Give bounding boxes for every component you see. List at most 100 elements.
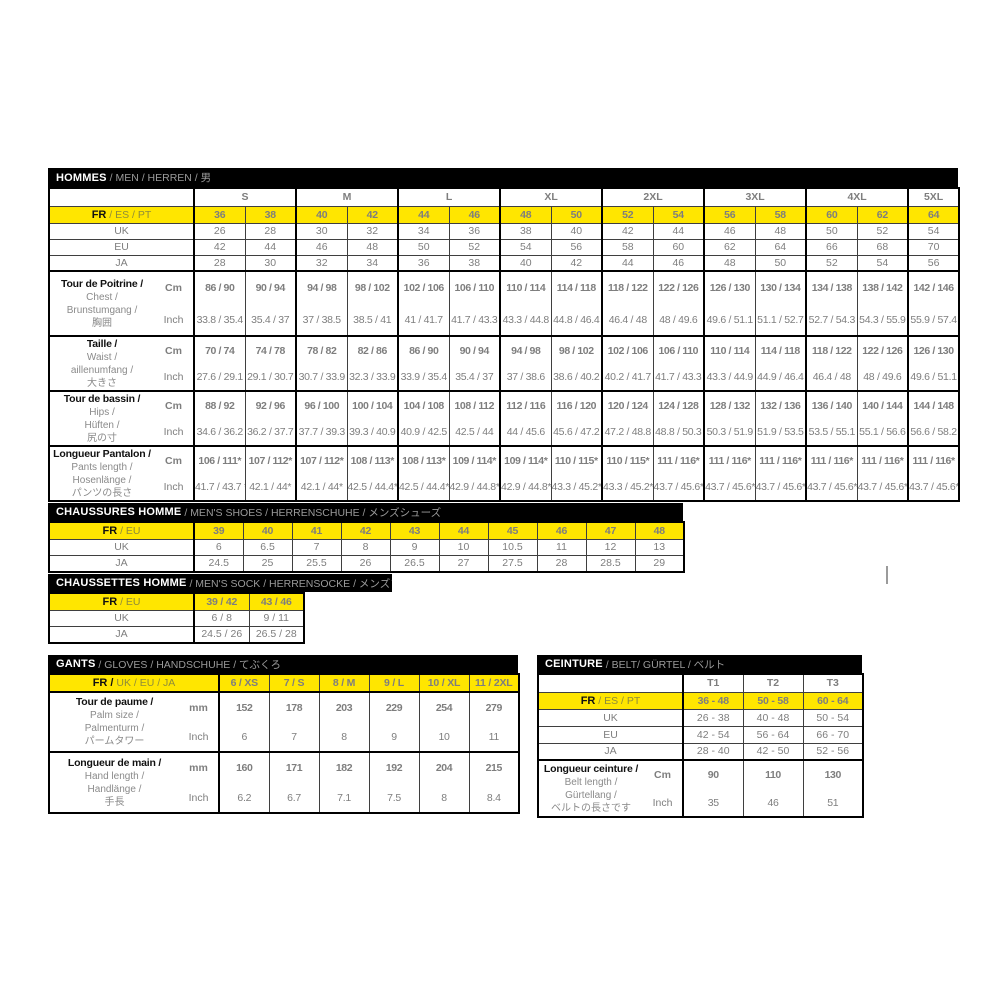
measure-value-top: 106 / 110 [448, 270, 501, 304]
size-value: 50 [397, 238, 450, 256]
size-value: 41 [291, 521, 342, 540]
measure-label: Tour de paume / Palm size / Palmenturm / パー… [48, 691, 179, 753]
measure-value-bottom: 51.9 / 53.5 [754, 419, 807, 447]
measure-value-top: 102 / 106 [397, 270, 450, 304]
shoes-size-section: CHAUSSURES HOMME / MEN'S SHOES / HERRENS… [48, 503, 685, 573]
measure-value-top: 142 / 146 [907, 270, 960, 304]
unit-label: Inch [154, 474, 195, 502]
measure-value-top: 100 / 104 [346, 390, 399, 419]
size-value: 44 [601, 254, 654, 272]
measure-value-top: 109 / 114* [448, 445, 501, 474]
measure-label-line: 大きさ [87, 377, 117, 389]
measure-value-top: 111 / 116* [652, 445, 705, 474]
measure-value-bottom: 9 [368, 723, 420, 753]
measure-value-bottom: 41.7 / 43.7 * [193, 474, 246, 502]
size-value: 30 [295, 222, 348, 240]
unit-label: Inch [643, 789, 684, 818]
socks-title-rest: / MEN'S SOCK / HERRENSOCKE / メンズソックス [189, 577, 392, 590]
measure-label: Tour de Poitrine / Chest / Brunstumgang / 胸… [48, 270, 154, 337]
size-group-header: L [397, 187, 501, 207]
measure-value-top: 96 / 100 [295, 390, 348, 419]
measure-value-bottom: 37.7 / 39.3 [295, 419, 348, 447]
measure-label: Taille / Waist / aillenumfang / 大きさ [48, 335, 154, 392]
measure-label-line: Pants length / [71, 461, 133, 473]
measure-value-bottom: 55.1 / 56.6 [856, 419, 909, 447]
size-value: 9 / 11 [248, 609, 305, 627]
measure-label-line: 胸囲 [92, 317, 112, 329]
unit-label: Inch [154, 304, 195, 337]
region-code-bold: FR [580, 694, 596, 707]
size-value: 32 [346, 222, 399, 240]
size-value: 54 [907, 222, 960, 240]
size-value: 44 [397, 205, 450, 224]
size-value: 70 [907, 238, 960, 256]
unit-label: Cm [154, 390, 195, 419]
measure-value-top: 136 / 140 [805, 390, 858, 419]
measure-value-top: 126 / 130 [703, 270, 756, 304]
measure-value-bottom: 42.5 / 44.4* [346, 474, 399, 502]
measure-value-top: 92 / 96 [244, 390, 297, 419]
measure-value-bottom: 43.7 / 45.6* [856, 474, 909, 502]
measure-value-bottom: 41 / 41.7 [397, 304, 450, 337]
measure-value-top: 106 / 110 [652, 335, 705, 364]
measure-label-line: Palm size / [90, 710, 139, 721]
measure-value-bottom: 43.3 / 45.2* [550, 474, 603, 502]
measure-value-bottom: 32.3 / 33.9 [346, 364, 399, 392]
measure-value-top: 106 / 111* [193, 445, 246, 474]
measure-value-top: 94 / 98 [499, 335, 552, 364]
unit-label: Inch [179, 783, 220, 814]
measure-value-top: 104 / 108 [397, 390, 450, 419]
measure-value-bottom: 40.9 / 42.5 [397, 419, 450, 447]
measure-label-line: パンツの長さ [71, 487, 133, 499]
size-value: 27 [438, 554, 489, 573]
size-value: 6.5 [242, 538, 293, 556]
measure-value-bottom: 35 [682, 789, 744, 818]
measure-value-top: 110 / 115* [550, 445, 603, 474]
region-code-bold: FR [102, 595, 118, 608]
measure-value-top: 122 / 126 [652, 270, 705, 304]
measure-value-bottom: 48 / 49.6 [652, 304, 705, 337]
size-value: 50 - 58 [742, 691, 804, 710]
measure-value-bottom: 7.5 [368, 783, 420, 814]
measure-label-line: 尻の寸 [87, 432, 117, 444]
measure-value-bottom: 41.7 / 43.3 [448, 304, 501, 337]
measure-label-line: Gürtellang / [565, 789, 617, 801]
region-row-label: EU [537, 725, 684, 744]
size-value: 56 - 64 [742, 725, 804, 744]
measure-value-bottom: 55.9 / 57.4 [907, 304, 960, 337]
size-value: 26.5 [389, 554, 440, 573]
measure-value-bottom: 42.1 / 44* [295, 474, 348, 502]
size-value: 10 [438, 538, 489, 556]
size-value: 50 [754, 254, 807, 272]
size-value: 46 [652, 254, 705, 272]
measure-label-line: Hüften / [84, 419, 120, 431]
measure-value-bottom: 7 [268, 723, 320, 753]
unit-label: Cm [643, 759, 684, 789]
size-value: 26 - 38 [682, 708, 744, 727]
measure-value-top: 112 / 116 [499, 390, 552, 419]
belt-size-table: T1 T2 T3 FR / ES / PT 36 - 48 50 - 58 60 - 64 U… [537, 673, 864, 818]
measure-label-line: Hips / [89, 406, 115, 418]
region-code-bold: FR [91, 208, 107, 221]
size-value: 64 [754, 238, 807, 256]
size-value: 52 - 56 [802, 742, 864, 761]
measure-value-top: 178 [268, 691, 320, 723]
size-value: 44 [438, 521, 489, 540]
measure-value-top: 128 / 132 [703, 390, 756, 419]
size-value: 36 - 48 [682, 691, 744, 710]
size-value: 38 [499, 222, 552, 240]
belt-title-bar: CEINTURE / BELT/ GÜRTEL / ベルト [537, 655, 862, 673]
region-row-label: JA [48, 554, 195, 573]
size-value: 66 - 70 [802, 725, 864, 744]
measure-value-bottom: 42.1 / 44* [244, 474, 297, 502]
measure-value-bottom: 35.4 / 37 [448, 364, 501, 392]
measure-value-top: 88 / 92 [193, 390, 246, 419]
size-value: 10.5 [487, 538, 538, 556]
measure-value-top: 82 / 86 [346, 335, 399, 364]
measure-value-bottom: 48.8 / 50.3 [652, 419, 705, 447]
size-value: 24.5 [193, 554, 244, 573]
size-value: 43 / 46 [248, 592, 305, 611]
measure-value-top: 102 / 106 [601, 335, 654, 364]
measure-label-line: ベルトの長さです [551, 802, 631, 814]
